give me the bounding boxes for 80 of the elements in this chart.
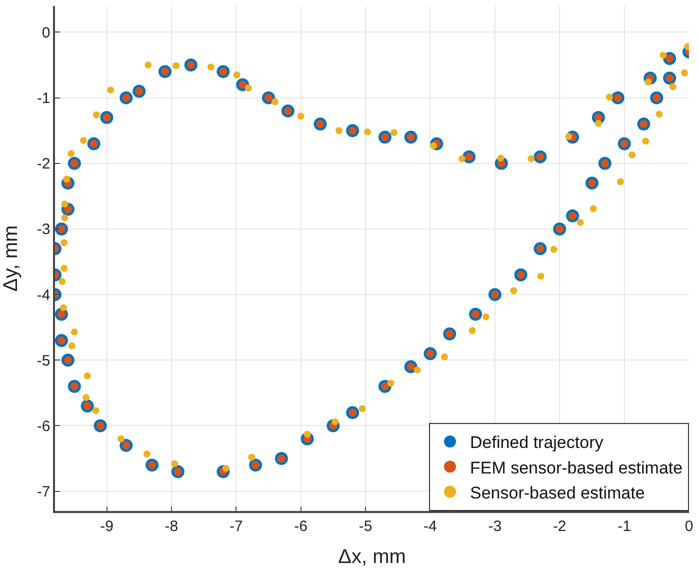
point — [92, 111, 100, 118]
x-tick-label: -3 — [488, 518, 502, 535]
legend-label: Sensor-based estimate — [470, 483, 645, 502]
legend-label: Defined trajectory — [470, 433, 604, 452]
y-tick-label: -5 — [36, 352, 50, 370]
x-tick-label: -6 — [294, 518, 308, 535]
point — [171, 460, 178, 468]
point — [440, 353, 448, 360]
point — [590, 205, 597, 212]
point — [297, 112, 304, 120]
y-tick-label: -3 — [36, 221, 50, 238]
point — [271, 98, 278, 106]
point — [364, 128, 371, 136]
point — [58, 278, 66, 285]
point — [606, 94, 613, 101]
point — [628, 151, 636, 158]
point — [84, 372, 91, 380]
point — [458, 155, 466, 162]
y-tick-label: -1 — [36, 90, 50, 108]
y-tick-label: -2 — [36, 156, 50, 173]
point — [644, 78, 652, 86]
point — [669, 83, 676, 90]
point — [510, 287, 518, 294]
y-tick-label: -6 — [36, 418, 50, 435]
point — [60, 239, 68, 246]
point — [528, 155, 535, 162]
x-tick-label: -5 — [358, 518, 372, 535]
x-tick-label: -2 — [552, 518, 566, 535]
point — [107, 86, 114, 94]
point — [594, 120, 602, 127]
x-tick-label: -7 — [229, 518, 243, 535]
point — [92, 407, 100, 414]
point — [60, 264, 68, 272]
point — [304, 430, 311, 438]
point — [616, 178, 624, 186]
point — [482, 313, 490, 320]
point — [172, 62, 180, 70]
point — [336, 127, 343, 134]
point — [642, 138, 650, 145]
point — [414, 366, 421, 374]
y-tick-label: -4 — [36, 286, 50, 304]
point — [656, 110, 663, 118]
point — [660, 52, 667, 59]
point — [390, 129, 398, 136]
point — [680, 69, 688, 76]
y-axis-title: Δy, mm — [0, 225, 22, 292]
point — [63, 176, 70, 183]
x-tick-label: -1 — [618, 518, 631, 535]
x-axis-title: Δx, mm — [338, 546, 406, 568]
point — [332, 418, 339, 426]
point — [576, 218, 584, 226]
point — [143, 450, 150, 458]
point — [550, 246, 558, 253]
x-tick-label: -4 — [424, 518, 437, 535]
point — [80, 136, 87, 144]
point — [565, 133, 572, 140]
point — [387, 380, 394, 387]
point — [82, 394, 90, 402]
legend-label: FEM sensor-based estimate — [470, 458, 683, 478]
point — [60, 304, 67, 312]
x-tick-label: 0 — [684, 518, 694, 535]
point — [61, 214, 68, 222]
point — [207, 63, 214, 70]
y-tick-label: 0 — [42, 24, 50, 42]
point — [497, 154, 504, 162]
point — [144, 62, 152, 69]
point — [248, 454, 256, 461]
x-tick-label: -8 — [164, 518, 178, 535]
y-tick-label: -7 — [36, 484, 50, 501]
point — [358, 405, 366, 412]
point — [468, 327, 476, 334]
point — [61, 200, 68, 208]
point — [117, 435, 124, 442]
x-tick-label: -9 — [100, 518, 114, 535]
point — [244, 84, 252, 92]
point — [537, 272, 544, 280]
point — [70, 328, 78, 336]
point — [233, 71, 240, 78]
point — [68, 150, 75, 158]
point — [68, 342, 76, 350]
